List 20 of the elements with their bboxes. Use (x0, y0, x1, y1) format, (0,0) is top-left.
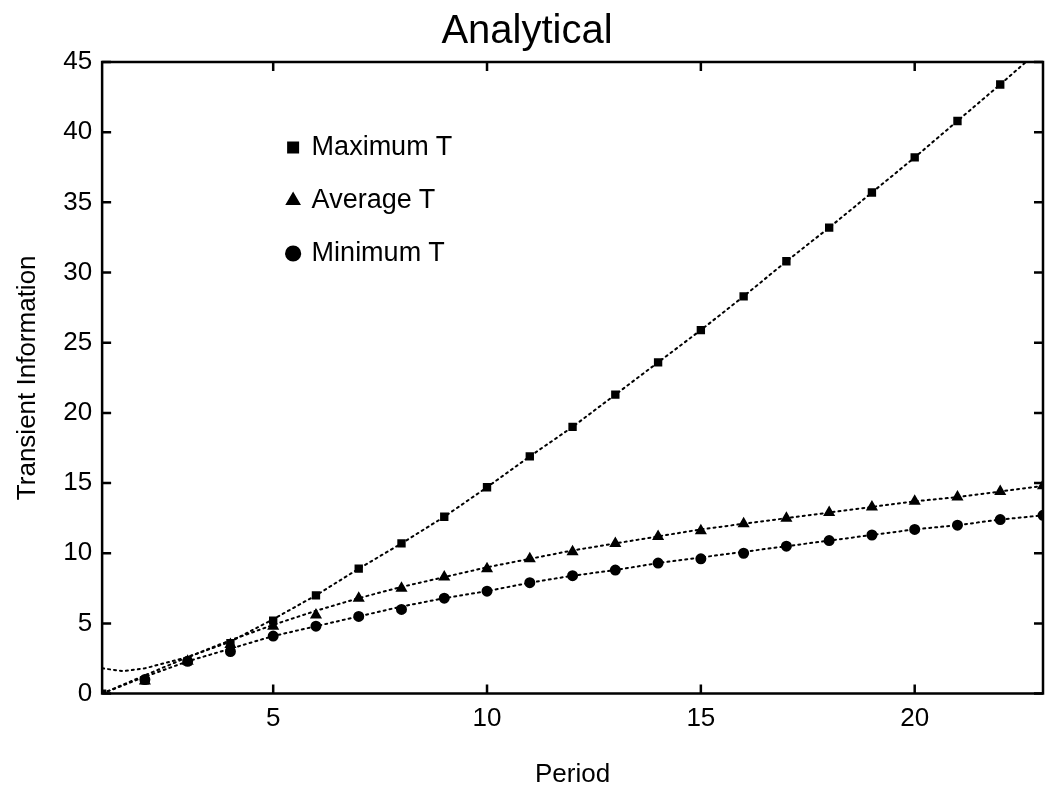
y-tick-label: 15 (63, 466, 93, 497)
y-tick-label: 0 (77, 676, 93, 707)
x-tick-label: 20 (900, 702, 930, 733)
y-axis-title: Transient Information (10, 255, 41, 501)
legend-label: Average T (311, 183, 436, 214)
y-tick-label: 5 (77, 606, 93, 637)
y-tick-label: 10 (63, 536, 93, 567)
x-tick-label: 10 (472, 702, 502, 733)
y-tick-label: 25 (63, 325, 93, 356)
x-tick-label: 15 (686, 702, 716, 733)
legend-label: Maximum T (311, 130, 453, 161)
chart-title: Analytical (441, 7, 613, 52)
y-tick-label: 35 (63, 185, 93, 216)
legend-label: Minimum T (311, 236, 445, 267)
y-tick-label: 20 (63, 396, 93, 427)
x-axis-title: Period (534, 757, 611, 788)
x-tick-label: 5 (265, 702, 281, 733)
y-tick-label: 40 (63, 115, 93, 146)
y-tick-label: 45 (63, 45, 93, 76)
y-tick-label: 30 (63, 255, 93, 286)
